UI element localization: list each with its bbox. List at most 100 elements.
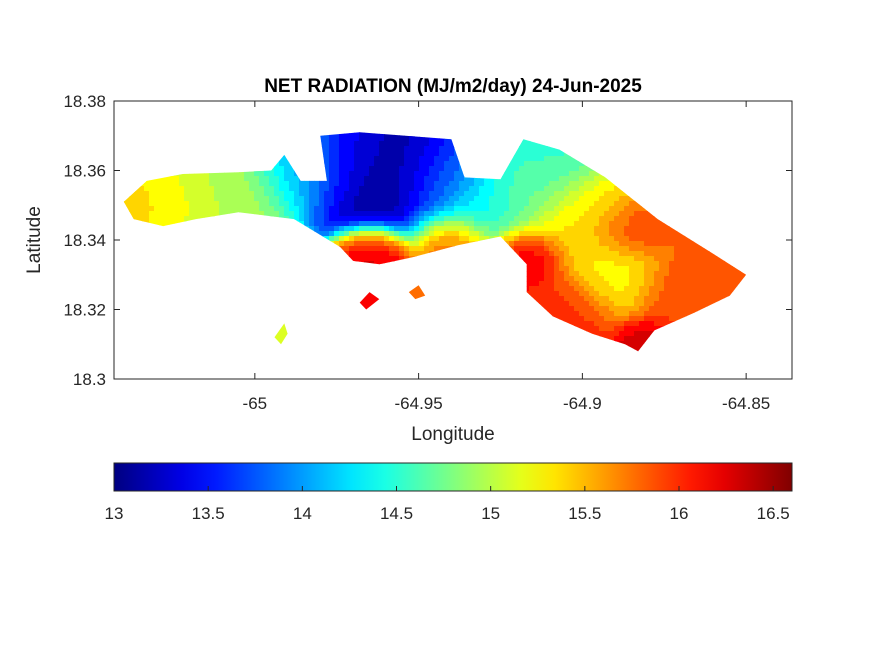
heatmap-cell: [554, 206, 560, 212]
heatmap-cell: [359, 191, 365, 197]
heatmap-cell: [544, 306, 550, 312]
heatmap-cell: [349, 251, 355, 257]
heatmap-cell: [319, 201, 325, 207]
heatmap-cell: [299, 186, 305, 192]
heatmap-cell: [549, 306, 555, 312]
heatmap-cell: [449, 176, 455, 182]
heatmap-cell: [344, 136, 350, 142]
heatmap-cell: [414, 236, 420, 242]
heatmap-cell: [514, 151, 520, 157]
heatmap-cell: [159, 196, 165, 202]
heatmap-cell: [139, 211, 145, 217]
heatmap-cell: [519, 176, 525, 182]
heatmap-cell: [494, 231, 500, 237]
heatmap-cell: [504, 221, 510, 227]
heatmap-cell: [454, 231, 460, 237]
heatmap-cell: [484, 211, 490, 217]
heatmap-cell: [534, 246, 540, 252]
heatmap-cell: [219, 211, 225, 217]
heatmap-cell: [334, 166, 340, 172]
heatmap-cell: [194, 186, 200, 192]
heatmap-cell: [554, 176, 560, 182]
heatmap-cell: [369, 161, 375, 167]
heatmap-cell: [454, 196, 460, 202]
heatmap-cell: [259, 201, 265, 207]
heatmap-cell: [374, 256, 380, 262]
heatmap-cell: [424, 186, 430, 192]
heatmap-cell: [529, 266, 535, 272]
heatmap-cell: [424, 191, 430, 197]
heatmap-cell: [369, 246, 375, 252]
heatmap-cell: [454, 166, 460, 172]
heatmap-cell: [394, 136, 400, 142]
heatmap-cell: [334, 231, 340, 237]
heatmap-cell: [389, 211, 395, 217]
heatmap-cell: [354, 211, 360, 217]
heatmap-cell: [334, 236, 340, 242]
heatmap-cell: [309, 221, 315, 227]
heatmap-cell: [429, 221, 435, 227]
heatmap-cell: [324, 161, 330, 167]
heatmap-cell: [364, 196, 370, 202]
heatmap-cell: [409, 211, 415, 217]
heatmap-cell: [454, 211, 460, 217]
heatmap-cell: [204, 206, 210, 212]
heatmap-cell: [369, 181, 375, 187]
heatmap-cell: [134, 211, 140, 217]
heatmap-cell: [169, 181, 175, 187]
heatmap-cell: [549, 221, 555, 227]
heatmap-cell: [374, 241, 380, 247]
heatmap-cell: [424, 141, 430, 147]
heatmap-cell: [274, 211, 280, 217]
heatmap-cell: [449, 186, 455, 192]
heatmap-cell: [219, 176, 225, 182]
heatmap-cell: [469, 201, 475, 207]
heatmap-cell: [399, 151, 405, 157]
heatmap-cell: [549, 176, 555, 182]
heatmap-cell: [549, 171, 555, 177]
heatmap-cell: [549, 151, 555, 157]
heatmap-cell: [379, 216, 385, 222]
heatmap-cell: [419, 236, 425, 242]
heatmap-cell: [429, 171, 435, 177]
heatmap-cell: [209, 201, 215, 207]
heatmap-cell: [409, 201, 415, 207]
heatmap-cell: [534, 296, 540, 302]
heatmap-cell: [329, 191, 335, 197]
heatmap-cell: [154, 181, 160, 187]
heatmap-cell: [349, 221, 355, 227]
heatmap-cell: [409, 156, 415, 162]
heatmap-cell: [424, 236, 430, 242]
heatmap-cell: [524, 271, 530, 277]
heatmap-cell: [399, 186, 405, 192]
heatmap-cell: [249, 211, 255, 217]
heatmap-cell: [439, 141, 445, 147]
heatmap-cell: [344, 231, 350, 237]
heatmap-cell: [529, 226, 535, 232]
heatmap-cell: [554, 276, 560, 282]
heatmap-cell: [384, 241, 390, 247]
heatmap-cell: [534, 266, 540, 272]
heatmap-cell: [449, 201, 455, 207]
heatmap-cell: [484, 216, 490, 222]
heatmap-cell: [324, 171, 330, 177]
heatmap-cell: [204, 186, 210, 192]
heatmap-cell: [314, 181, 320, 187]
heatmap-cell: [169, 206, 175, 212]
heatmap-cell: [399, 146, 405, 152]
heatmap-cell: [514, 241, 520, 247]
heatmap-cell: [354, 216, 360, 222]
heatmap-cell: [224, 186, 230, 192]
heatmap-cell: [264, 211, 270, 217]
heatmap-cell: [524, 196, 530, 202]
heatmap-cell: [194, 211, 200, 217]
heatmap-cell: [289, 206, 295, 212]
heatmap-cell: [369, 226, 375, 232]
heatmap-cell: [129, 201, 135, 207]
heatmap-cell: [539, 186, 545, 192]
heatmap-cell: [544, 241, 550, 247]
heatmap-cell: [344, 191, 350, 197]
heatmap-cell: [239, 196, 245, 202]
heatmap-cell: [399, 216, 405, 222]
heatmap-cell: [474, 211, 480, 217]
